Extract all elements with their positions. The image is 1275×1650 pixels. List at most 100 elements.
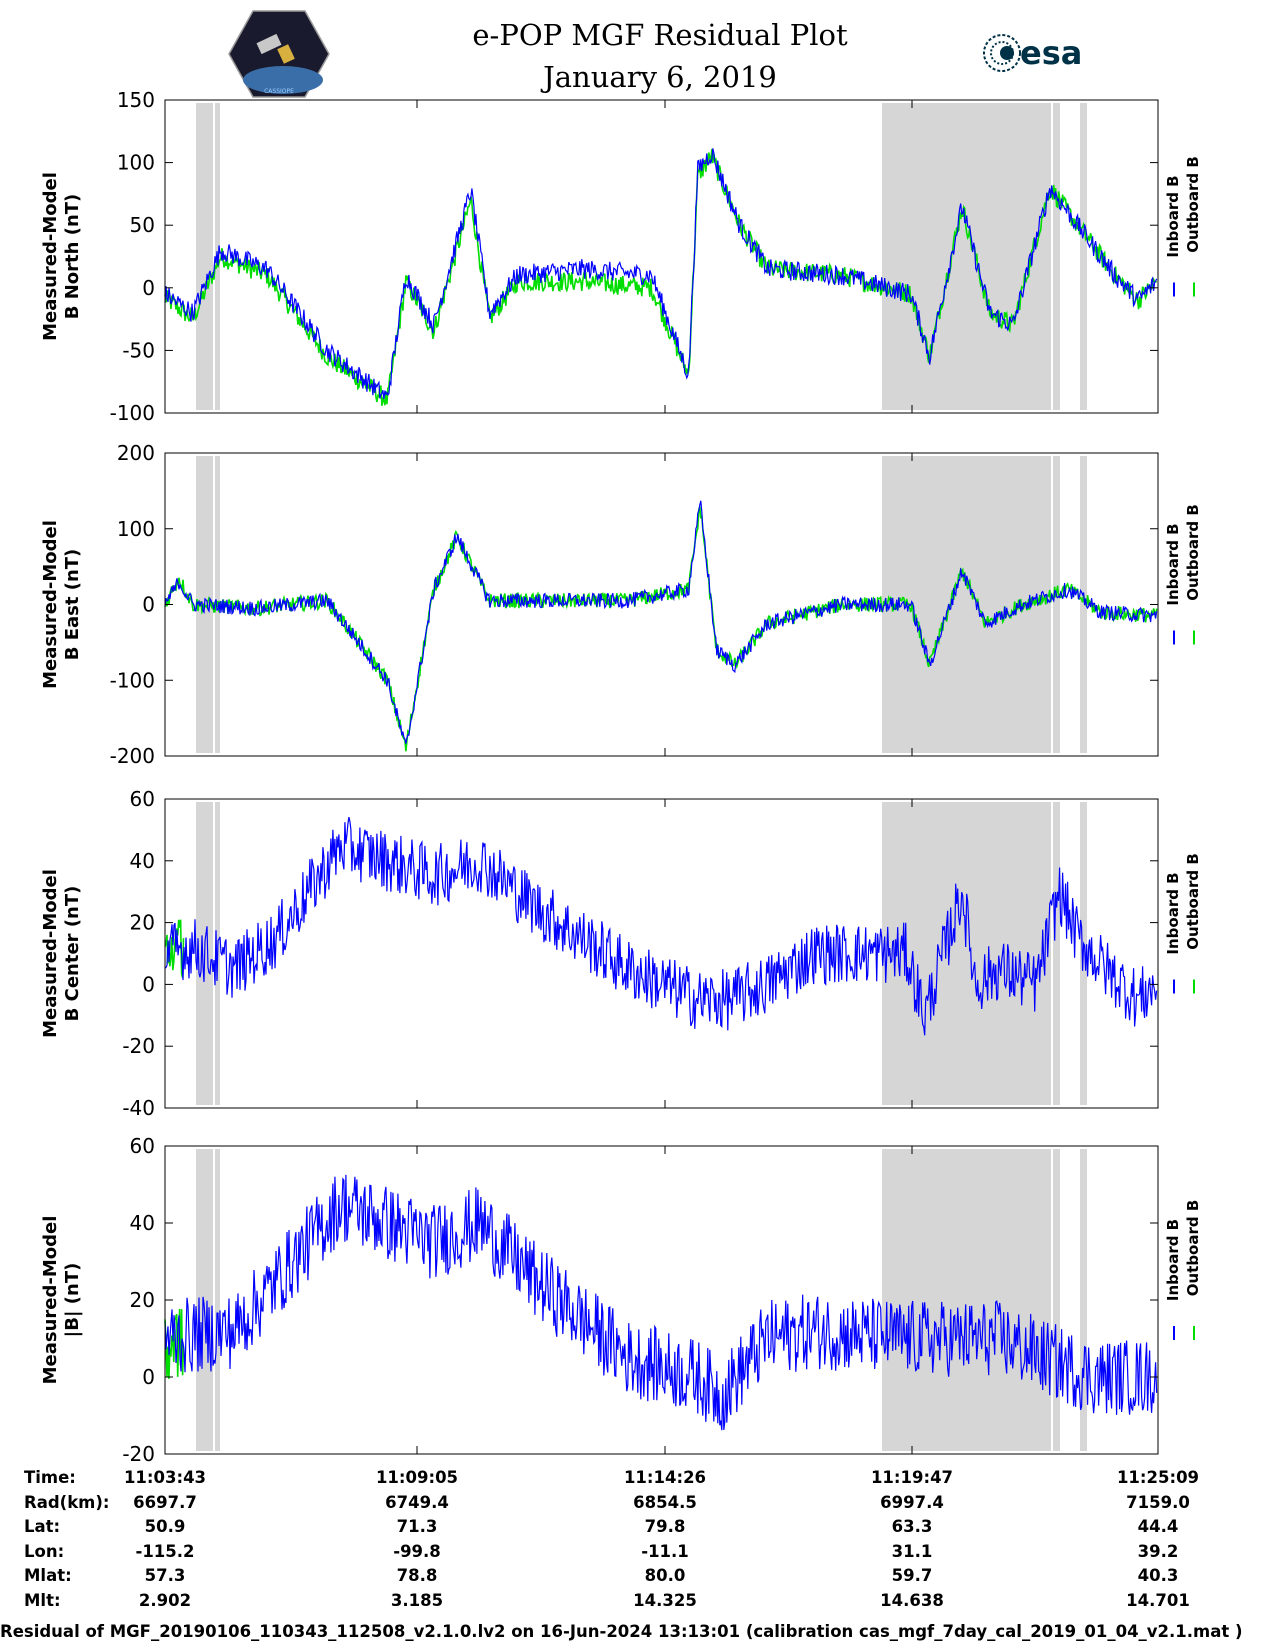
legend-label-outboard: Outboard B (1184, 853, 1202, 950)
legend: Inboard B Outboard B (1164, 1200, 1202, 1340)
series-line-outboard (164, 919, 185, 978)
info-row-label: Time: (24, 1468, 76, 1487)
y-axis-label: Measured-Model|B| (nT) (40, 1216, 83, 1385)
shaded-interval (196, 1149, 220, 1451)
panel-3: -40 -20 0 20 40 60 Measured-ModelB Center (nT)… (40, 787, 1202, 1120)
x-tick-label: 11:03:43 (123, 1468, 207, 1487)
info-value: 14.638 (880, 1590, 944, 1610)
x-tick-label: 11:19:47 (870, 1468, 954, 1487)
svg-text:esa: esa (1020, 34, 1082, 72)
info-row-label: Rad(km): (24, 1492, 110, 1512)
shaded-interval (1080, 103, 1087, 410)
shaded-interval (1080, 456, 1087, 753)
legend-label-outboard: Outboard B (1184, 156, 1202, 253)
info-value: 6697.7 (133, 1492, 197, 1512)
y-tick-label: -100 (110, 668, 155, 692)
info-value: 63.3 (891, 1517, 933, 1536)
panel-1: -100 -50 0 50 100 150 Measured-ModelB North (n… (40, 88, 1202, 425)
title-line1: e-POP MGF Residual Plot (472, 18, 848, 52)
y-tick-label: 20 (130, 1288, 155, 1312)
info-value: 6854.5 (633, 1492, 697, 1512)
series-line-inboard (164, 500, 1158, 744)
y-tick-label: -50 (122, 338, 155, 362)
shaded-interval (882, 103, 1060, 410)
info-row-label: Mlat: (24, 1566, 72, 1585)
info-value: 6997.4 (880, 1492, 944, 1512)
y-tick-label: 200 (117, 441, 155, 465)
legend-label-outboard: Outboard B (1184, 504, 1202, 601)
series-line-inboard (164, 148, 1158, 400)
y-tick-label: -40 (122, 1096, 155, 1120)
panel-4: -20 0 20 40 60 Measured-Model|B| (nT) Inboard … (40, 1134, 1202, 1466)
axes-frame (164, 798, 1159, 1109)
info-value: 14.701 (1126, 1590, 1190, 1610)
y-tick-label: 40 (130, 849, 155, 873)
y-tick-label: 0 (142, 972, 155, 996)
y-tick-label: -20 (122, 1442, 155, 1466)
info-value: 78.8 (396, 1566, 438, 1585)
y-tick-label: 0 (142, 1365, 155, 1389)
legend: Inboard B Outboard B (1164, 156, 1202, 297)
info-value: 14.325 (633, 1590, 697, 1610)
cassiope-logo: CASSIOPE (228, 10, 330, 98)
series-line-inboard (164, 1174, 1158, 1431)
series-line-inboard (164, 816, 1158, 1036)
info-value: 71.3 (396, 1517, 438, 1536)
legend: Inboard B Outboard B (1164, 853, 1202, 994)
legend-label-inboard: Inboard B (1164, 872, 1182, 954)
x-tick-label: 11:14:26 (623, 1468, 707, 1487)
info-value: 44.4 (1137, 1517, 1179, 1536)
y-axis-label: Measured-ModelB East (nT) (40, 520, 83, 689)
y-axis-label: Measured-ModelB Center (nT) (40, 869, 83, 1038)
series-line-outboard (164, 506, 1158, 752)
title-line2: January 6, 2019 (543, 60, 777, 94)
legend-label-inboard: Inboard B (1164, 175, 1182, 257)
info-value: 80.0 (644, 1566, 686, 1585)
info-value: 3.185 (390, 1590, 444, 1610)
info-value: 31.1 (891, 1541, 933, 1561)
legend: Inboard B Outboard B (1164, 504, 1202, 645)
svg-text:CASSIOPE: CASSIOPE (264, 88, 294, 95)
info-row-label: Lon: (24, 1541, 65, 1561)
y-tick-label: 50 (130, 213, 155, 237)
legend-label-inboard: Inboard B (1164, 1219, 1182, 1301)
info-value: -99.8 (393, 1541, 441, 1561)
footer-caption: Residual of MGF_20190106_110343_112508_v… (0, 1622, 1243, 1641)
info-value: 57.3 (144, 1566, 186, 1585)
y-tick-label: 60 (130, 787, 155, 811)
legend-label-inboard: Inboard B (1164, 523, 1182, 605)
shaded-interval (1080, 1149, 1087, 1451)
info-value: -115.2 (135, 1541, 195, 1561)
y-tick-label: 20 (130, 911, 155, 935)
info-value: -11.1 (641, 1541, 689, 1561)
info-value: 39.2 (1137, 1541, 1179, 1561)
esa-logo: esa (983, 34, 1082, 72)
legend-label-outboard: Outboard B (1184, 1200, 1202, 1297)
y-tick-label: -20 (122, 1034, 155, 1058)
panel-2: -200 -100 0 100 200 Measured-ModelB East (nT)… (40, 441, 1202, 768)
axes-frame (164, 99, 1159, 414)
y-tick-label: 100 (117, 151, 155, 175)
y-tick-label: 0 (142, 593, 155, 617)
info-value: 6749.4 (385, 1492, 449, 1512)
shaded-interval (882, 1149, 1060, 1451)
info-row-label: Lat: (24, 1517, 61, 1536)
y-axis-label: Measured-ModelB North (nT) (40, 172, 83, 341)
y-tick-label: 60 (130, 1134, 155, 1158)
x-tick-label: 11:25:09 (1116, 1468, 1200, 1487)
chart-title: e-POP MGF Residual Plot January 6, 2019 (400, 14, 920, 98)
info-value: 79.8 (644, 1517, 686, 1536)
info-value: 7159.0 (1126, 1492, 1190, 1512)
y-tick-label: 150 (117, 88, 155, 112)
y-tick-label: 0 (142, 276, 155, 300)
info-value: 50.9 (144, 1517, 186, 1536)
info-value: 59.7 (891, 1566, 933, 1585)
info-row-label: Mlt: (24, 1590, 61, 1610)
y-tick-label: -200 (110, 744, 155, 768)
info-value: 2.902 (138, 1590, 192, 1610)
y-tick-label: 100 (117, 517, 155, 541)
info-value: 40.3 (1137, 1566, 1179, 1585)
x-tick-label: 11:09:05 (375, 1468, 459, 1487)
y-tick-label: 40 (130, 1211, 155, 1235)
